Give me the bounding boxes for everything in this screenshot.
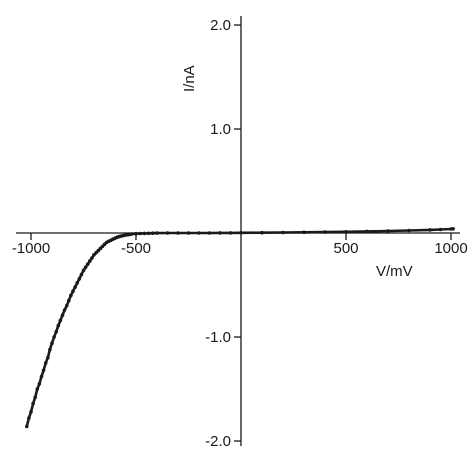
data-point xyxy=(88,259,92,263)
data-point xyxy=(138,231,142,236)
data-point xyxy=(134,231,138,236)
data-point xyxy=(77,277,82,281)
data-point xyxy=(438,227,443,232)
y-tick-label: -2.0 xyxy=(205,433,231,450)
data-point xyxy=(50,341,54,346)
data-point xyxy=(71,289,75,294)
y-tick-label: 2.0 xyxy=(210,17,231,34)
data-point xyxy=(39,374,44,379)
tick-labels: -1000 -500 500 1000 2.0 1.0 -1.0 -2.0 xyxy=(12,17,468,450)
data-point xyxy=(79,272,84,277)
x-tick-label: -1000 xyxy=(12,240,50,257)
data-point xyxy=(25,424,29,429)
data-point xyxy=(46,356,50,360)
data-point xyxy=(33,395,37,400)
data-point xyxy=(64,304,69,308)
data-point xyxy=(176,231,180,235)
data-point xyxy=(31,401,35,406)
data-point xyxy=(67,298,71,303)
data-point xyxy=(197,231,201,235)
data-point xyxy=(323,230,327,234)
data-point xyxy=(29,410,33,414)
y-tick-label: -1.0 xyxy=(205,329,231,346)
data-point xyxy=(407,228,411,233)
data-point xyxy=(56,323,61,328)
data-point xyxy=(54,330,58,334)
data-point xyxy=(73,285,77,289)
data-point xyxy=(43,361,48,365)
data-points xyxy=(25,227,455,429)
x-tick-label: -500 xyxy=(121,240,151,257)
data-point xyxy=(60,313,65,318)
data-point xyxy=(75,281,79,285)
data-point xyxy=(302,230,306,235)
x-axis-title: V/mV xyxy=(376,263,413,280)
y-axis-title: I/nA xyxy=(181,65,198,92)
data-point xyxy=(37,382,42,386)
data-point xyxy=(344,230,348,234)
data-point xyxy=(151,231,155,235)
data-point xyxy=(451,227,455,231)
x-tick-label: 1000 xyxy=(434,240,467,257)
data-point xyxy=(207,231,212,235)
data-point xyxy=(428,228,432,232)
data-point xyxy=(58,318,63,323)
data-point xyxy=(48,347,52,352)
data-point xyxy=(239,231,243,235)
data-point xyxy=(90,256,94,260)
data-point xyxy=(81,268,86,273)
data-point xyxy=(365,229,369,234)
data-point xyxy=(281,230,285,235)
data-point xyxy=(83,265,88,270)
data-point xyxy=(155,231,159,235)
data-point xyxy=(228,231,233,235)
data-point xyxy=(27,416,31,420)
x-tick-label: 500 xyxy=(333,240,358,257)
y-tick-label: 1.0 xyxy=(210,121,231,138)
data-point xyxy=(130,232,134,236)
data-point xyxy=(386,229,390,233)
data-point xyxy=(69,293,73,298)
data-point xyxy=(165,231,170,235)
data-point xyxy=(218,231,222,235)
data-point xyxy=(186,231,191,235)
data-point xyxy=(35,387,40,391)
data-point xyxy=(52,335,56,339)
data-point xyxy=(146,231,151,236)
data-point xyxy=(41,368,46,373)
data-point xyxy=(85,262,90,267)
data-point xyxy=(260,230,264,235)
data-point xyxy=(62,308,67,312)
data-point xyxy=(142,231,147,236)
